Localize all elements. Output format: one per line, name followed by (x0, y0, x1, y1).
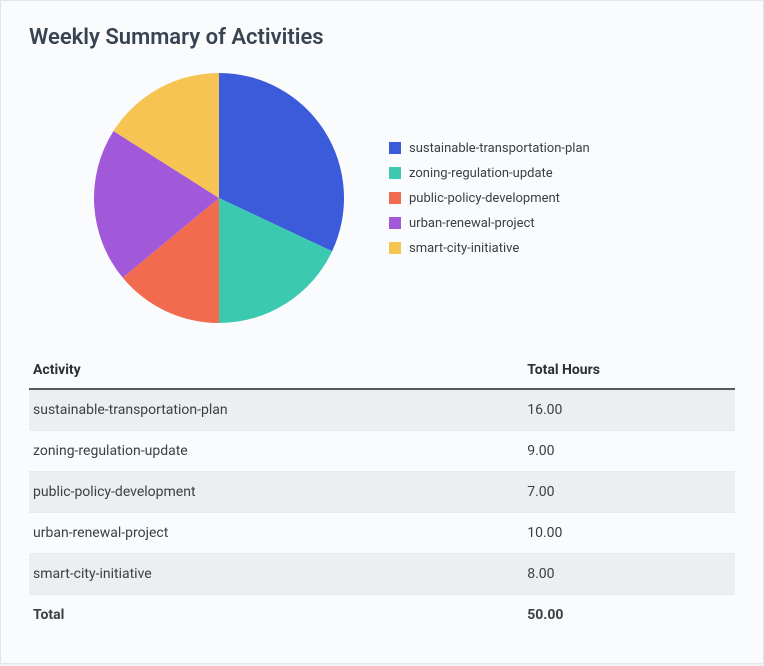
legend-item[interactable]: smart-city-initiative (389, 241, 590, 256)
cell-hours: 8.00 (523, 554, 735, 595)
legend-item[interactable]: public-policy-development (389, 191, 590, 206)
col-activity: Activity (29, 352, 523, 389)
cell-activity: sustainable-transportation-plan (29, 389, 523, 431)
cell-activity: smart-city-initiative (29, 554, 523, 595)
legend-label: urban-renewal-project (409, 216, 535, 231)
legend-label: sustainable-transportation-plan (409, 141, 590, 156)
cell-activity: zoning-regulation-update (29, 431, 523, 472)
cell-hours: 16.00 (523, 389, 735, 431)
cell-activity: public-policy-development (29, 472, 523, 513)
legend-label: smart-city-initiative (409, 241, 519, 256)
legend-item[interactable]: sustainable-transportation-plan (389, 141, 590, 156)
table-row: public-policy-development7.00 (29, 472, 735, 513)
legend-swatch (389, 167, 401, 179)
legend-swatch (389, 142, 401, 154)
table-row: sustainable-transportation-plan16.00 (29, 389, 735, 431)
col-hours: Total Hours (523, 352, 735, 389)
card-title: Weekly Summary of Activities (29, 25, 735, 50)
legend-swatch (389, 242, 401, 254)
legend: sustainable-transportation-plan zoning-re… (389, 141, 590, 256)
table-row: zoning-regulation-update9.00 (29, 431, 735, 472)
cell-activity: urban-renewal-project (29, 513, 523, 554)
legend-label: public-policy-development (409, 191, 560, 206)
cell-hours: 10.00 (523, 513, 735, 554)
cell-hours: 7.00 (523, 472, 735, 513)
table-row: smart-city-initiative8.00 (29, 554, 735, 595)
summary-card: Weekly Summary of Activities sustainable… (0, 0, 764, 664)
legend-item[interactable]: zoning-regulation-update (389, 166, 590, 181)
cell-total-label: Total (29, 595, 523, 636)
legend-swatch (389, 192, 401, 204)
legend-item[interactable]: urban-renewal-project (389, 216, 590, 231)
legend-swatch (389, 217, 401, 229)
pie-chart (89, 68, 349, 328)
legend-label: zoning-regulation-update (409, 166, 553, 181)
activity-table: Activity Total Hours sustainable-transpo… (29, 352, 735, 635)
cell-hours: 9.00 (523, 431, 735, 472)
cell-total-value: 50.00 (523, 595, 735, 636)
table-row: urban-renewal-project10.00 (29, 513, 735, 554)
chart-row: sustainable-transportation-plan zoning-re… (29, 68, 735, 328)
table-total-row: Total50.00 (29, 595, 735, 636)
